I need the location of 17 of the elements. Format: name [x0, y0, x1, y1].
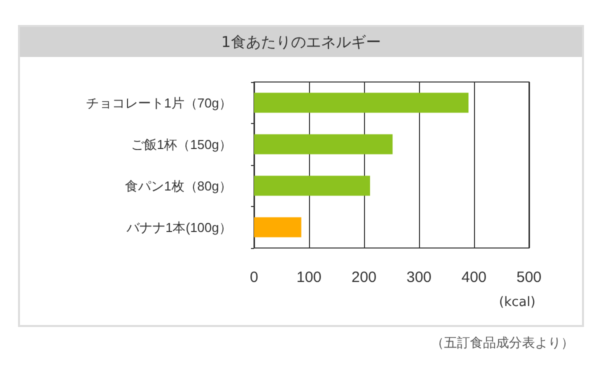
bar — [254, 217, 302, 238]
x-tick-label: 400 — [461, 269, 487, 286]
x-tick-label: 300 — [406, 269, 432, 286]
bar — [254, 176, 370, 196]
bar — [254, 134, 393, 154]
x-axis-title: (kcal) — [499, 295, 536, 310]
y-tick-label: チョコレート1片（70g） — [86, 95, 232, 110]
x-tick-label: 500 — [516, 269, 542, 286]
x-tick-label: 0 — [250, 269, 258, 286]
y-tick-label: バナナ1本(100g） — [126, 220, 232, 235]
bar — [254, 92, 468, 113]
chart-title: 1食あたりのエネルギー — [20, 27, 582, 57]
y-tick-label: 食パン1枚（80g） — [125, 178, 232, 194]
x-tick-label: 200 — [351, 269, 377, 286]
text: （五訂食品成分表より） — [431, 335, 574, 352]
y-tick-label: ご飯1杯（150g） — [130, 136, 232, 152]
x-tick-label: 100 — [296, 269, 322, 286]
